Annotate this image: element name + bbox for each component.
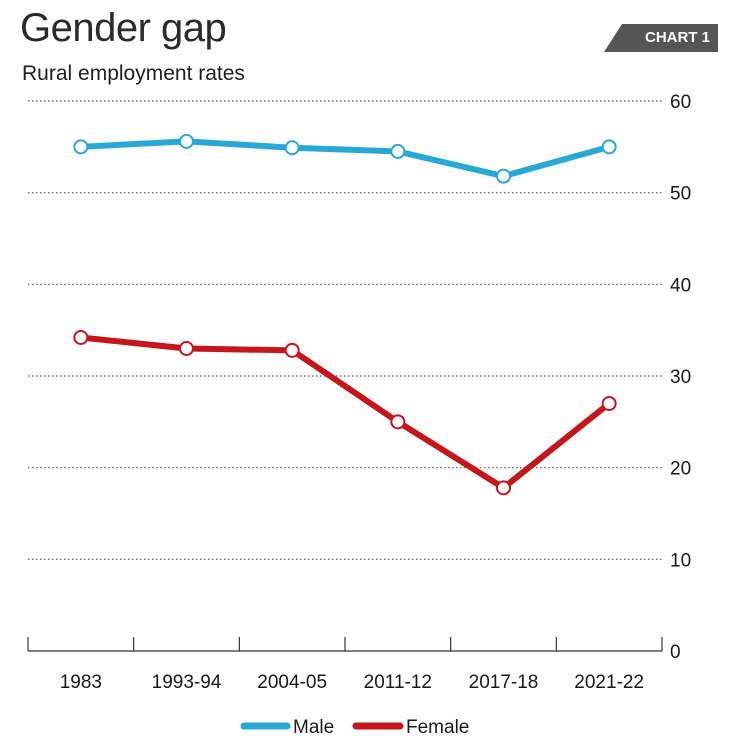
data-point-female (390, 414, 406, 430)
y-tick-label: 60 (670, 92, 691, 113)
data-point-male (284, 140, 300, 156)
y-tick-label: 50 (670, 184, 691, 205)
badge-shape (604, 24, 718, 52)
x-tick-label: 2021-22 (574, 672, 644, 693)
data-point-male (601, 139, 617, 155)
data-point-male (179, 133, 194, 149)
data-point-female (179, 341, 194, 356)
badge-label: CHART 1 (644, 29, 710, 46)
y-tick-label: 0 (670, 642, 681, 663)
chart-title: Gender gap (20, 6, 227, 50)
data-point-male (73, 139, 89, 155)
x-tick-label: 1983 (60, 672, 102, 693)
y-tick-label: 10 (670, 550, 691, 571)
legend-label-female: Female (406, 717, 469, 738)
y-tick-label: 20 (670, 459, 691, 480)
series-line-female (77, 334, 613, 491)
data-point-female (496, 480, 511, 496)
data-point-male (390, 143, 406, 159)
legend-label-male: Male (293, 717, 334, 738)
chart-subtitle: Rural employment rates (22, 62, 245, 85)
data-point-female (73, 330, 89, 345)
y-tick-label: 40 (670, 275, 691, 296)
data-point-male (496, 168, 511, 184)
x-tick-label: 2017-18 (469, 672, 539, 693)
x-tick-label: 2011-12 (364, 672, 432, 693)
y-tick-label: 30 (670, 367, 691, 388)
x-tick-label: 1993-94 (152, 672, 222, 693)
series-line-male (77, 138, 613, 180)
x-tick-label: 2004-05 (257, 672, 327, 693)
data-point-female (601, 396, 617, 411)
data-point-female (284, 342, 300, 358)
chart-number-badge: CHART 1 (604, 24, 718, 52)
